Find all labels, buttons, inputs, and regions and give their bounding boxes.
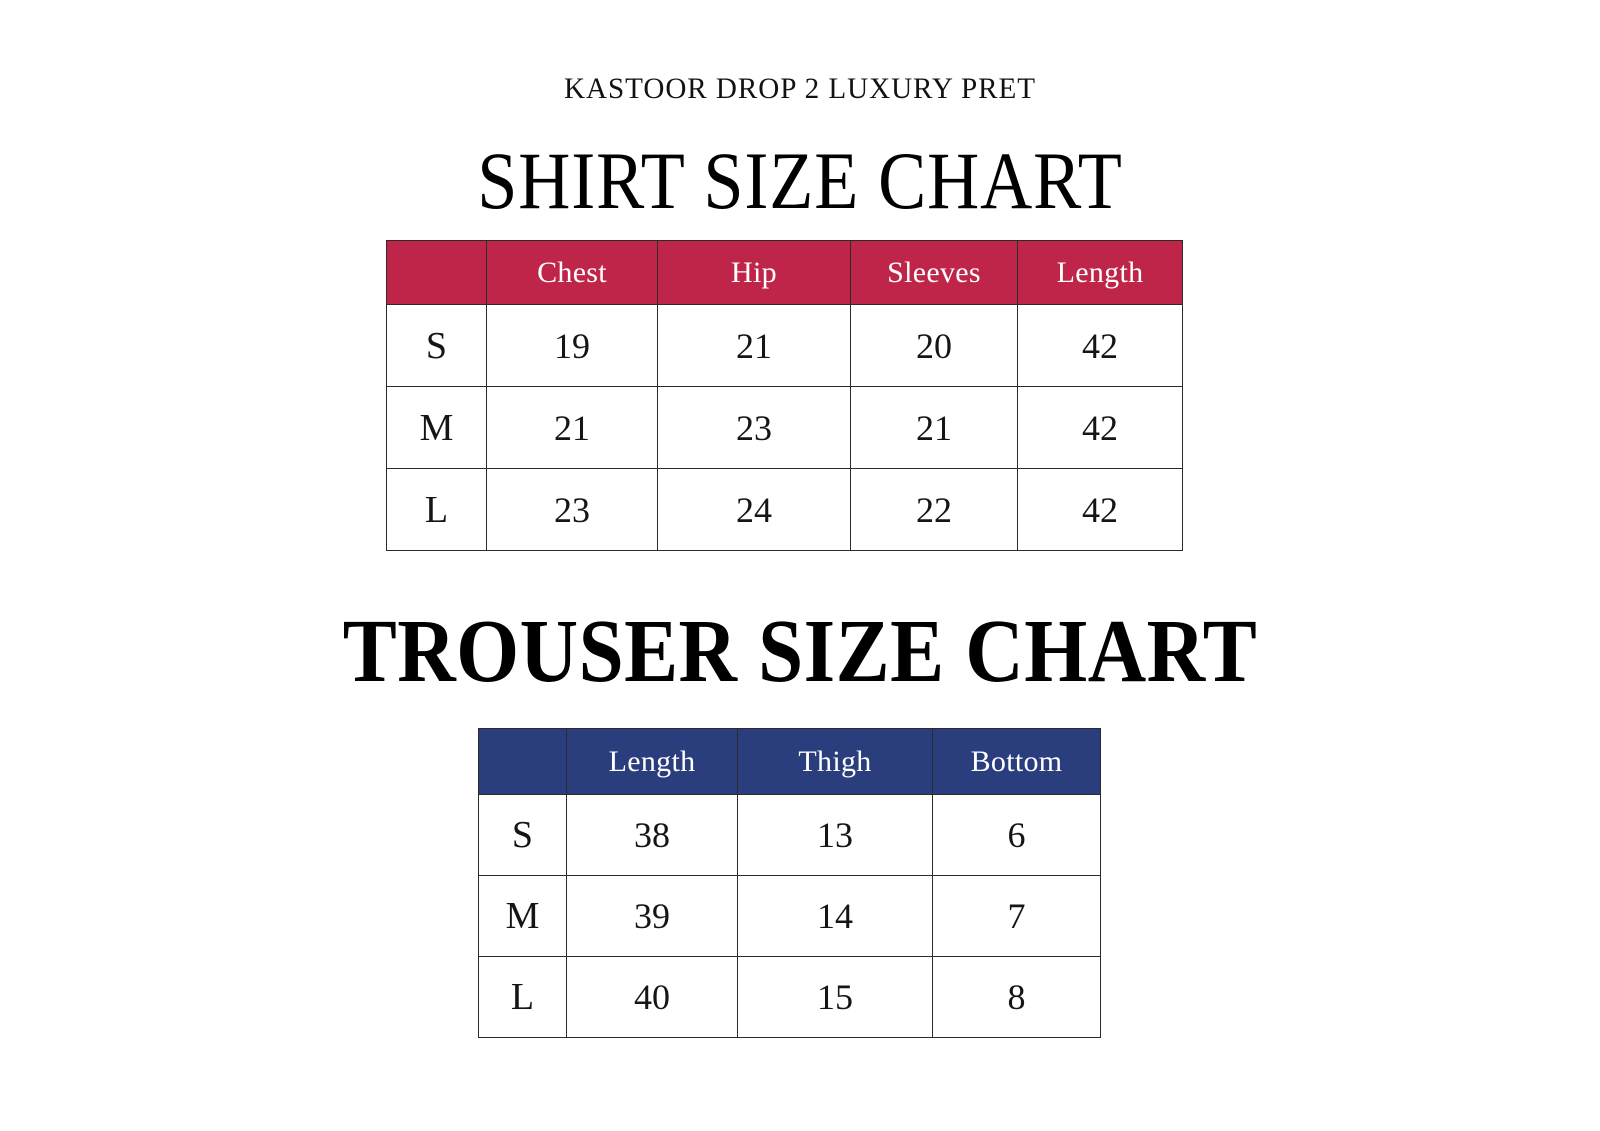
shirt-m-hip: 23 xyxy=(657,386,851,469)
shirt-header-hip: Hip xyxy=(657,240,851,305)
trouser-m-length: 39 xyxy=(566,875,738,957)
shirt-header-length: Length xyxy=(1017,240,1183,305)
shirt-l-chest: 23 xyxy=(486,468,658,551)
trouser-row-size-m: M xyxy=(478,875,567,957)
trouser-s-bottom: 6 xyxy=(932,794,1101,876)
table-header-row: Chest Hip Sleeves Length xyxy=(386,240,1183,305)
table-row: L 40 15 8 xyxy=(478,956,1101,1038)
trouser-table-body: S 38 13 6 M 39 14 7 L 40 15 8 xyxy=(478,794,1101,1038)
shirt-l-hip: 24 xyxy=(657,468,851,551)
trouser-header-bottom: Bottom xyxy=(932,728,1101,795)
trouser-l-thigh: 15 xyxy=(737,956,933,1038)
trouser-header-thigh: Thigh xyxy=(737,728,933,795)
shirt-s-hip: 21 xyxy=(657,304,851,387)
trouser-chart-heading: TROUSER SIZE CHART xyxy=(342,602,1258,701)
shirt-s-chest: 19 xyxy=(486,304,658,387)
shirt-row-size-l: L xyxy=(386,468,487,551)
brand-line: KASTOOR DROP 2 LUXURY PRET xyxy=(563,72,1037,105)
table-header-row: Length Thigh Bottom xyxy=(478,728,1101,795)
table-row: L 23 24 22 42 xyxy=(386,468,1183,551)
shirt-row-size-s: S xyxy=(386,304,487,387)
shirt-l-sleeves: 22 xyxy=(850,468,1018,551)
trouser-l-bottom: 8 xyxy=(932,956,1101,1038)
table-row: M 21 23 21 42 xyxy=(386,386,1183,469)
shirt-m-chest: 21 xyxy=(486,386,658,469)
shirt-s-sleeves: 20 xyxy=(850,304,1018,387)
shirt-table-header: Chest Hip Sleeves Length xyxy=(386,240,1183,305)
shirt-size-table: Chest Hip Sleeves Length S 19 21 20 42 M… xyxy=(386,240,1183,551)
table-row: S 38 13 6 xyxy=(478,794,1101,876)
trouser-m-bottom: 7 xyxy=(932,875,1101,957)
trouser-header-corner xyxy=(478,728,567,795)
trouser-size-table: Length Thigh Bottom S 38 13 6 M 39 14 7 … xyxy=(478,728,1101,1038)
shirt-m-sleeves: 21 xyxy=(850,386,1018,469)
shirt-l-length: 42 xyxy=(1017,468,1183,551)
shirt-s-length: 42 xyxy=(1017,304,1183,387)
table-row: S 19 21 20 42 xyxy=(386,304,1183,387)
trouser-m-thigh: 14 xyxy=(737,875,933,957)
shirt-chart-heading: SHIRT SIZE CHART xyxy=(477,135,1123,226)
table-row: M 39 14 7 xyxy=(478,875,1101,957)
trouser-l-length: 40 xyxy=(566,956,738,1038)
shirt-m-length: 42 xyxy=(1017,386,1183,469)
shirt-header-chest: Chest xyxy=(486,240,658,305)
shirt-row-size-m: M xyxy=(386,386,487,469)
trouser-s-length: 38 xyxy=(566,794,738,876)
trouser-s-thigh: 13 xyxy=(737,794,933,876)
trouser-row-size-s: S xyxy=(478,794,567,876)
shirt-header-corner xyxy=(386,240,487,305)
trouser-table-header: Length Thigh Bottom xyxy=(478,728,1101,795)
shirt-header-sleeves: Sleeves xyxy=(850,240,1018,305)
trouser-header-length: Length xyxy=(566,728,738,795)
shirt-table-body: S 19 21 20 42 M 21 23 21 42 L 23 24 22 4… xyxy=(386,304,1183,551)
trouser-row-size-l: L xyxy=(478,956,567,1038)
